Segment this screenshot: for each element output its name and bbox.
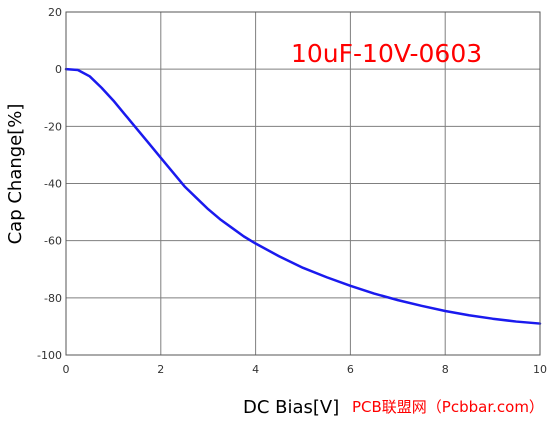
series-layer bbox=[64, 67, 542, 325]
x-axis-label: DC Bias[V] bbox=[243, 397, 339, 418]
watermark: PCB联盟网（Pcbbar.com） bbox=[352, 398, 544, 416]
x-tick-label: 6 bbox=[347, 363, 354, 376]
x-tick-label: 0 bbox=[63, 363, 70, 376]
y-axis-label: Cap Change[%] bbox=[5, 104, 26, 245]
chart-title: 10uF-10V-0603 bbox=[291, 39, 482, 68]
x-tick-label: 8 bbox=[442, 363, 449, 376]
x-tick-label: 2 bbox=[157, 363, 164, 376]
y-tick-label: -20 bbox=[44, 120, 62, 133]
x-tick-label: 4 bbox=[252, 363, 259, 376]
x-tick-label: 10 bbox=[533, 363, 547, 376]
axis-ticks: 0 2 4 6 8 10 20 0 -20 -40 -60 -80 -100 bbox=[37, 6, 547, 376]
series-line-0 bbox=[64, 67, 542, 325]
y-tick-label: 20 bbox=[48, 6, 62, 19]
y-tick-label: -80 bbox=[44, 292, 62, 305]
y-tick-label: -40 bbox=[44, 178, 62, 191]
plot-frame bbox=[65, 11, 541, 356]
y-tick-label: 0 bbox=[55, 63, 62, 76]
y-tick-label: -60 bbox=[44, 235, 62, 248]
y-tick-label: -100 bbox=[37, 349, 62, 362]
